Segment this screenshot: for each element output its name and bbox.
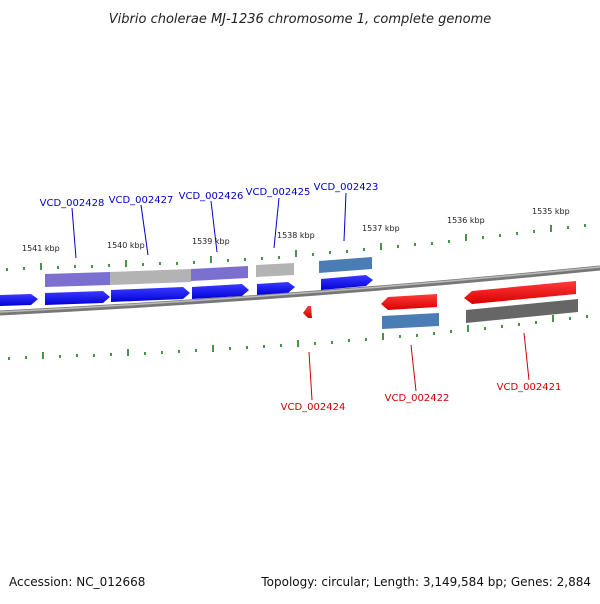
gene-label-forward[interactable]: VCD_002426 — [179, 191, 244, 202]
forward-cog-track — [45, 257, 372, 287]
cds-arrow-reverse[interactable] — [303, 306, 312, 318]
gene-label-forward[interactable]: VCD_002428 — [40, 198, 105, 209]
gene-label-forward[interactable]: VCD_002427 — [109, 195, 174, 206]
cog-bar[interactable] — [319, 257, 372, 273]
kbp-labels: 1541 kbp 1540 kbp 1539 kbp 1538 kbp 1537… — [22, 207, 570, 253]
forward-gene-labels: VCD_002428 VCD_002427 VCD_002426 VCD_002… — [40, 182, 379, 209]
genome-backbone — [0, 265, 600, 316]
kbp-label: 1536 kbp — [447, 216, 485, 225]
cds-arrow-forward[interactable] — [45, 291, 110, 305]
gene-label-reverse[interactable]: VCD_002424 — [281, 402, 346, 413]
cog-bar[interactable] — [191, 266, 248, 281]
forward-gene-leaders — [71, 192, 347, 259]
cds-arrow-reverse[interactable] — [464, 281, 576, 304]
forward-cds-track — [0, 275, 373, 306]
reverse-gene-labels: VCD_002424 VCD_002422 VCD_002421 — [281, 382, 562, 413]
kbp-label: 1539 kbp — [192, 237, 230, 246]
cds-arrow-forward[interactable] — [321, 275, 373, 290]
gene-label-forward[interactable]: VCD_002423 — [314, 182, 379, 193]
cds-arrow-reverse[interactable] — [381, 294, 437, 310]
cds-arrow-forward[interactable] — [0, 294, 38, 306]
cog-bar[interactable] — [110, 269, 191, 285]
gene-label-reverse[interactable]: VCD_002422 — [385, 393, 450, 404]
cds-arrow-forward[interactable] — [257, 282, 295, 295]
cog-bar[interactable] — [256, 263, 294, 277]
cog-bar[interactable] — [466, 299, 578, 323]
map-title: Vibrio cholerae MJ-1236 chromosome 1, co… — [109, 12, 491, 27]
kbp-label: 1537 kbp — [362, 224, 400, 233]
reverse-cds-track — [303, 281, 576, 318]
gene-label-reverse[interactable]: VCD_002421 — [497, 382, 562, 393]
kbp-label: 1540 kbp — [107, 241, 145, 250]
accession-text: Accession: NC_012668 — [9, 575, 145, 589]
cds-arrow-forward[interactable] — [111, 287, 190, 302]
kbp-label: 1538 kbp — [277, 231, 315, 240]
upper-tick-track — [6, 224, 586, 271]
cog-bar[interactable] — [45, 272, 110, 287]
reverse-cog-track — [382, 299, 578, 329]
lower-tick-track — [8, 315, 588, 360]
kbp-label: 1541 kbp — [22, 244, 60, 253]
gene-label-forward[interactable]: VCD_002425 — [246, 187, 311, 198]
reverse-gene-leaders — [308, 332, 530, 401]
kbp-label: 1535 kbp — [532, 207, 570, 216]
cds-arrow-forward[interactable] — [192, 284, 249, 299]
cog-bar[interactable] — [382, 313, 439, 329]
genome-summary-text: Topology: circular; Length: 3,149,584 bp… — [260, 575, 591, 589]
